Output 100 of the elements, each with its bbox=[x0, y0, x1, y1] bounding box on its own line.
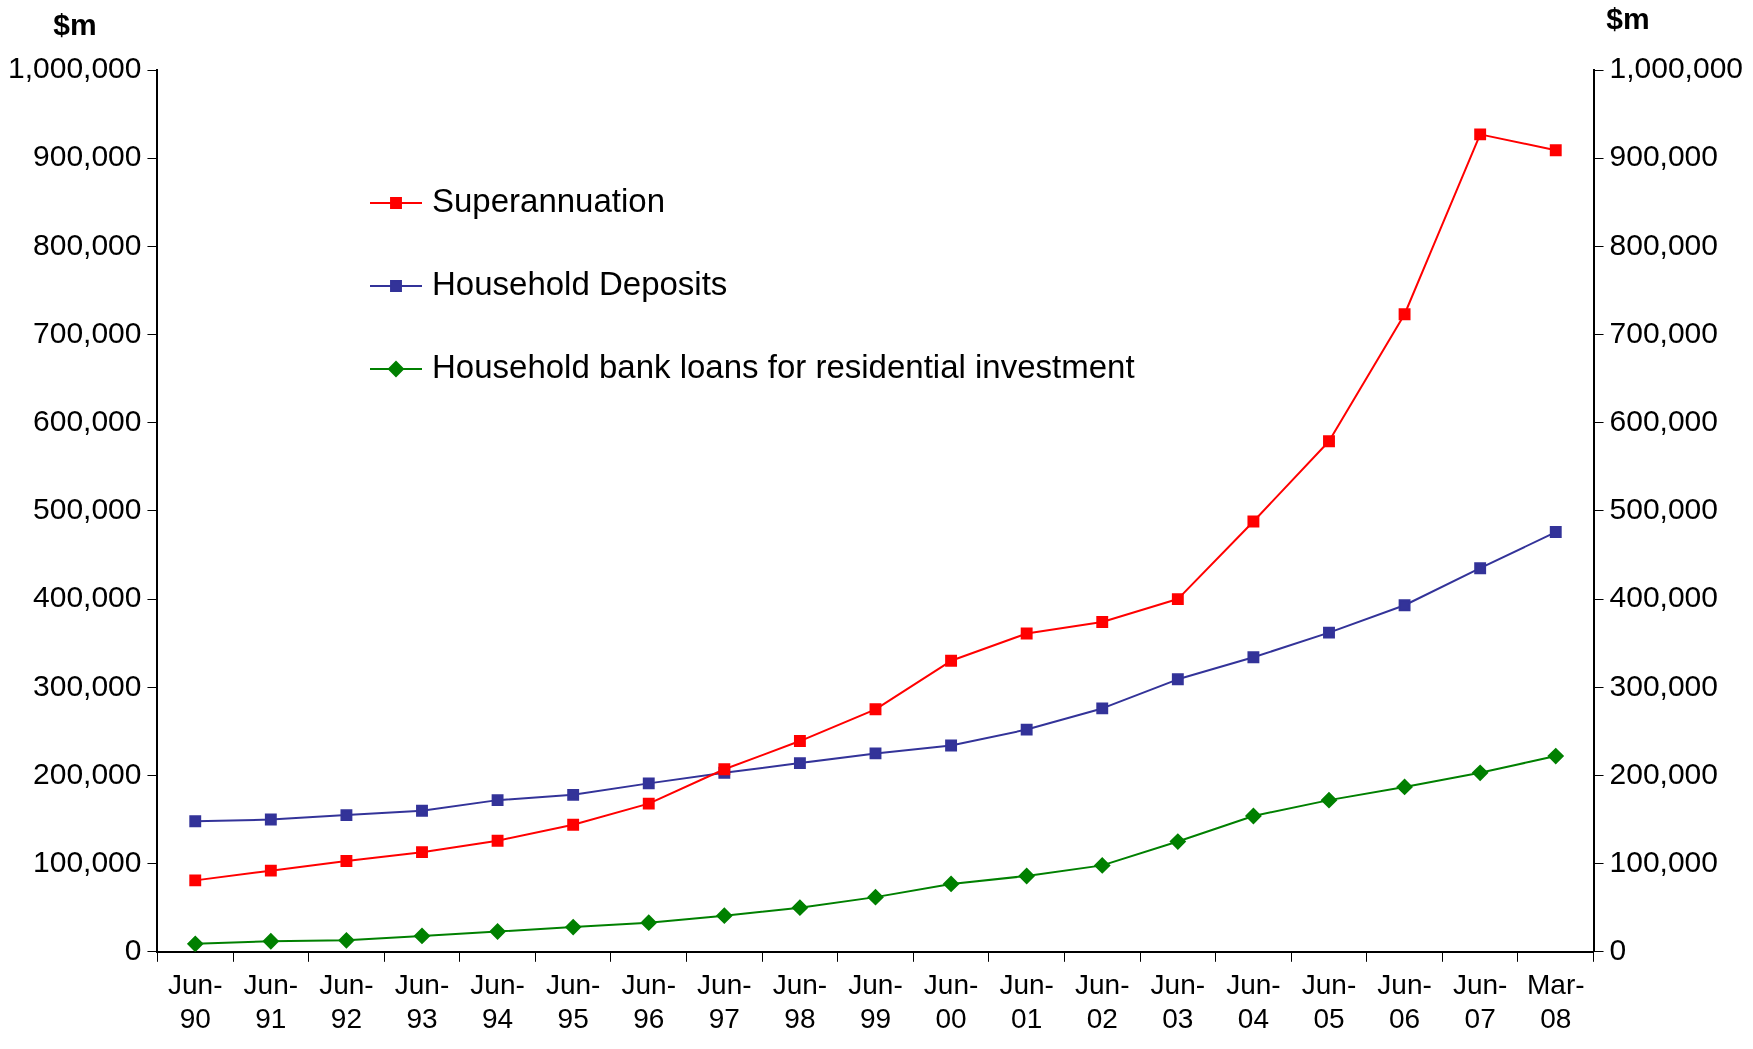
point bbox=[1474, 562, 1487, 575]
point bbox=[1171, 593, 1184, 606]
legend-label: Household bank loans for residential investment bbox=[432, 348, 1135, 386]
x-tick-label: Jun-98 bbox=[772, 969, 828, 1034]
point bbox=[1247, 515, 1260, 528]
point bbox=[793, 735, 806, 747]
point bbox=[1171, 673, 1184, 686]
point bbox=[338, 932, 355, 949]
point bbox=[1323, 626, 1335, 639]
point bbox=[793, 757, 806, 770]
y-tick-label: 100,000 bbox=[33, 844, 142, 878]
y-tick-label: 900,000 bbox=[33, 139, 142, 173]
y2-tick-label: 700,000 bbox=[1609, 315, 1718, 349]
y-tick-label: 500,000 bbox=[33, 492, 142, 526]
point bbox=[262, 933, 279, 950]
point bbox=[491, 794, 504, 807]
point bbox=[414, 927, 430, 944]
point bbox=[416, 846, 428, 859]
point bbox=[1549, 144, 1562, 157]
x-tick-label: Jun-94 bbox=[470, 969, 525, 1034]
point bbox=[189, 874, 202, 887]
point bbox=[565, 919, 582, 936]
y-tick-label: 800,000 bbox=[33, 227, 142, 261]
y2-tick-label: 1,000,000 bbox=[1609, 51, 1744, 85]
y-tick-label: 300,000 bbox=[33, 668, 142, 702]
point bbox=[1396, 778, 1413, 795]
point bbox=[791, 899, 808, 916]
point bbox=[943, 875, 960, 892]
point bbox=[1549, 526, 1562, 539]
x-tick-label: Jun-97 bbox=[697, 969, 752, 1034]
point bbox=[567, 818, 580, 831]
point bbox=[869, 703, 882, 716]
y2-tick-label: 500,000 bbox=[1609, 492, 1718, 526]
y-tick-label: 400,000 bbox=[33, 580, 142, 614]
point bbox=[716, 907, 733, 924]
x-tick-label: Jun-06 bbox=[1377, 969, 1432, 1034]
y2-tick-label: 800,000 bbox=[1609, 227, 1718, 261]
point bbox=[1321, 792, 1337, 809]
x-tick-label: Jun-01 bbox=[999, 969, 1054, 1034]
y-tick-label: 700,000 bbox=[33, 315, 142, 349]
x-tick-label: Jun-02 bbox=[1075, 969, 1130, 1034]
x-tick-label: Jun-00 bbox=[923, 969, 979, 1034]
point bbox=[1472, 764, 1489, 781]
point bbox=[340, 809, 353, 822]
point bbox=[340, 855, 353, 867]
y2-tick-label: 100,000 bbox=[1609, 844, 1718, 878]
y-axis-title: $m bbox=[53, 8, 97, 42]
x-tick-label: Jun-92 bbox=[319, 969, 374, 1034]
y2-tick-label: 0 bbox=[1609, 933, 1627, 967]
y2-tick-label: 900,000 bbox=[1609, 139, 1718, 173]
point bbox=[1398, 599, 1411, 612]
point bbox=[1020, 627, 1033, 640]
x-tick-label: Jun-05 bbox=[1301, 969, 1357, 1034]
point bbox=[1096, 702, 1109, 715]
x-tick-label: Jun-07 bbox=[1452, 969, 1508, 1034]
point bbox=[489, 923, 506, 940]
point bbox=[869, 747, 882, 760]
x-tick-label: Jun-99 bbox=[848, 969, 903, 1034]
y2-axis-title: $m bbox=[1606, 2, 1650, 36]
y2-tick-label: 300,000 bbox=[1609, 668, 1718, 702]
point bbox=[1547, 748, 1564, 765]
point bbox=[416, 804, 428, 817]
y-tick-label: 600,000 bbox=[33, 403, 142, 437]
x-tick-label: Jun-96 bbox=[621, 969, 676, 1034]
legend-label: Household Deposits bbox=[432, 265, 728, 303]
point bbox=[945, 739, 958, 752]
point bbox=[867, 889, 884, 906]
y2-tick-label: 200,000 bbox=[1609, 756, 1718, 790]
y2-tick-label: 400,000 bbox=[1609, 580, 1718, 614]
point bbox=[642, 777, 655, 790]
point bbox=[567, 788, 580, 801]
point bbox=[1323, 435, 1335, 448]
point bbox=[642, 797, 655, 810]
point bbox=[187, 935, 204, 952]
point bbox=[1094, 857, 1111, 874]
point bbox=[1169, 833, 1186, 850]
point bbox=[1096, 616, 1109, 628]
point bbox=[1018, 867, 1035, 884]
legend-label: Superannuation bbox=[432, 182, 666, 220]
x-tick-label: Jun-03 bbox=[1150, 969, 1206, 1034]
point bbox=[1247, 651, 1260, 664]
point bbox=[1398, 308, 1411, 321]
point bbox=[189, 815, 202, 828]
point bbox=[1020, 723, 1033, 736]
x-tick-label: Jun-91 bbox=[243, 969, 299, 1034]
point bbox=[640, 914, 657, 931]
point bbox=[264, 813, 277, 826]
point bbox=[1474, 128, 1487, 141]
point bbox=[264, 864, 277, 877]
y-tick-label: 1,000,000 bbox=[7, 51, 142, 85]
x-tick-label: Jun-04 bbox=[1226, 969, 1281, 1034]
y-tick-label: 200,000 bbox=[33, 756, 142, 790]
x-tick-label: Jun-95 bbox=[545, 969, 601, 1034]
x-tick-label: Jun-93 bbox=[394, 969, 450, 1034]
x-tick-label: Mar-08 bbox=[1526, 969, 1585, 1034]
y2-tick-label: 600,000 bbox=[1609, 403, 1718, 437]
y-tick-label: 0 bbox=[124, 933, 142, 967]
point bbox=[491, 834, 504, 847]
point bbox=[1245, 808, 1262, 824]
point bbox=[945, 654, 958, 667]
